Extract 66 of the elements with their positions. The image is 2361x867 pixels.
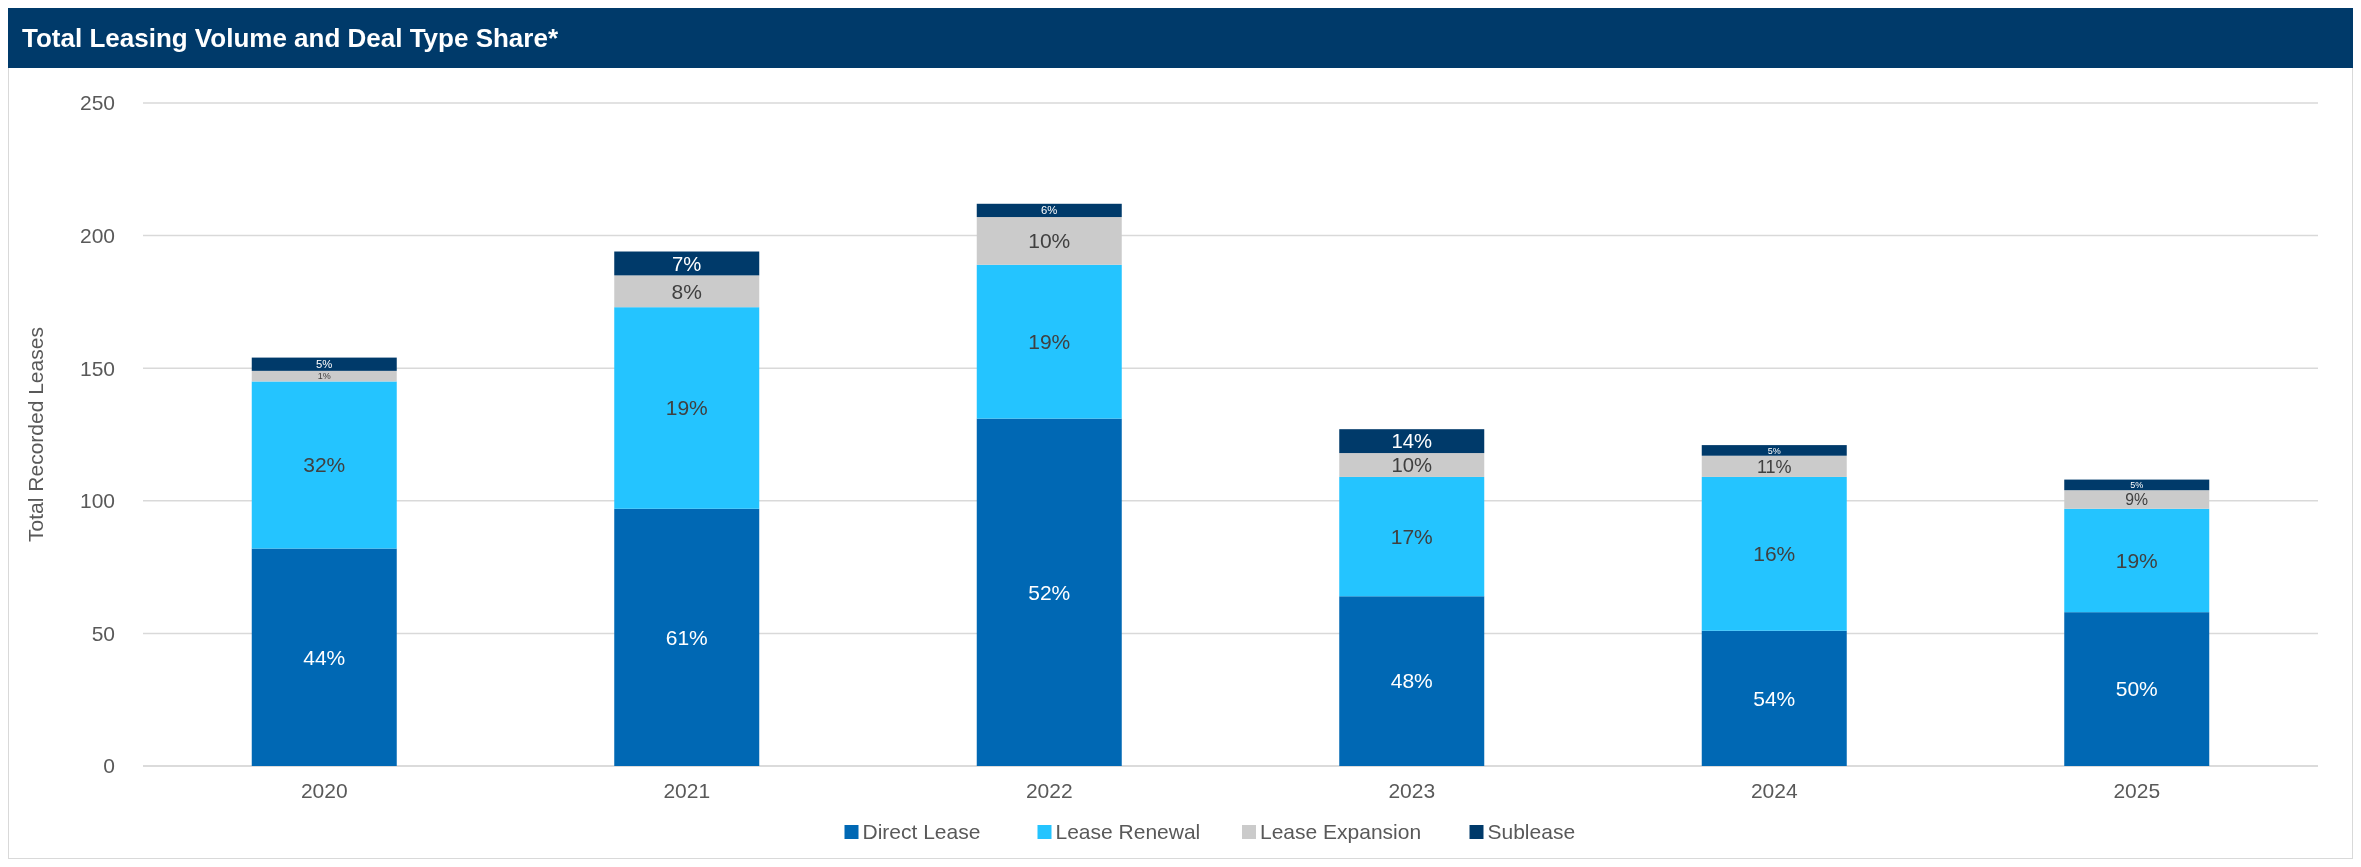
bar — [1339, 476, 1485, 597]
bar — [2064, 490, 2210, 509]
y-tick-label: 250 — [79, 91, 115, 115]
x-tick-label: 2020 — [300, 779, 348, 802]
bar — [976, 203, 1122, 218]
y-tick-label: 50 — [91, 621, 115, 645]
annotation: 48% — [1390, 669, 1433, 693]
bar — [2064, 612, 2210, 766]
bar — [976, 264, 1122, 419]
annotation: 6% — [1041, 204, 1058, 217]
annotation: 50% — [2115, 677, 2158, 701]
legend-label: Lease Expansion — [1260, 820, 1422, 844]
y-axis-title: Total Recorded Leases — [24, 327, 47, 542]
annotation: 52% — [1028, 580, 1071, 604]
annotation: 11% — [1756, 456, 1792, 477]
y-tick-label: 100 — [79, 489, 115, 513]
annotation: 44% — [303, 645, 346, 669]
x-tick-label: 2021 — [663, 779, 711, 802]
annotation: 9% — [2125, 491, 2149, 508]
annotation: 32% — [303, 453, 346, 477]
x-tick-label: 2025 — [2113, 779, 2161, 802]
bar — [2064, 479, 2210, 491]
bar — [976, 217, 1122, 265]
bar — [614, 251, 760, 276]
y-tick-label: 150 — [79, 356, 115, 380]
annotation: 5% — [2130, 480, 2144, 491]
legend-label: Direct Lease — [862, 820, 981, 844]
x-tick-label: 2023 — [1388, 779, 1436, 802]
annotation: 19% — [665, 396, 708, 420]
annotation: 5% — [316, 358, 333, 371]
bar — [1701, 445, 1847, 456]
bar — [614, 307, 760, 509]
legend-label: Sublease — [1487, 820, 1576, 844]
annotation: 1% — [317, 371, 331, 382]
annotation: 54% — [1753, 686, 1796, 710]
annotation: 19% — [1028, 330, 1071, 354]
annotation: 5% — [1767, 445, 1781, 456]
bar — [1339, 596, 1485, 766]
bar — [251, 357, 397, 371]
bar — [2064, 508, 2210, 613]
annotation: 16% — [1753, 542, 1796, 566]
bar — [614, 275, 760, 308]
annotation: 7% — [672, 252, 702, 275]
bar — [614, 508, 760, 766]
annotation: 19% — [2115, 548, 2158, 572]
annotation: 10% — [1391, 454, 1433, 477]
bar — [1339, 429, 1485, 454]
annotation: 8% — [671, 279, 702, 303]
bar — [1701, 630, 1847, 766]
bar — [251, 381, 397, 549]
bar — [976, 418, 1122, 766]
legend-label: Lease Renewal — [1055, 820, 1201, 844]
y-tick-label: 0 — [103, 754, 115, 778]
annotation: 17% — [1390, 524, 1433, 548]
x-tick-label: 2024 — [1750, 779, 1798, 802]
bar — [1339, 453, 1485, 477]
annotation: 61% — [665, 625, 708, 649]
annotation: 10% — [1028, 229, 1071, 253]
bar — [1701, 455, 1847, 477]
chart-title: Total Leasing Volume and Deal Type Share* — [22, 23, 559, 54]
x-tick-label: 2022 — [1025, 779, 1073, 802]
annotation: 14% — [1391, 430, 1433, 453]
bar — [251, 370, 397, 382]
bar — [251, 548, 397, 766]
bar — [1701, 476, 1847, 631]
y-tick-label: 200 — [79, 223, 115, 247]
